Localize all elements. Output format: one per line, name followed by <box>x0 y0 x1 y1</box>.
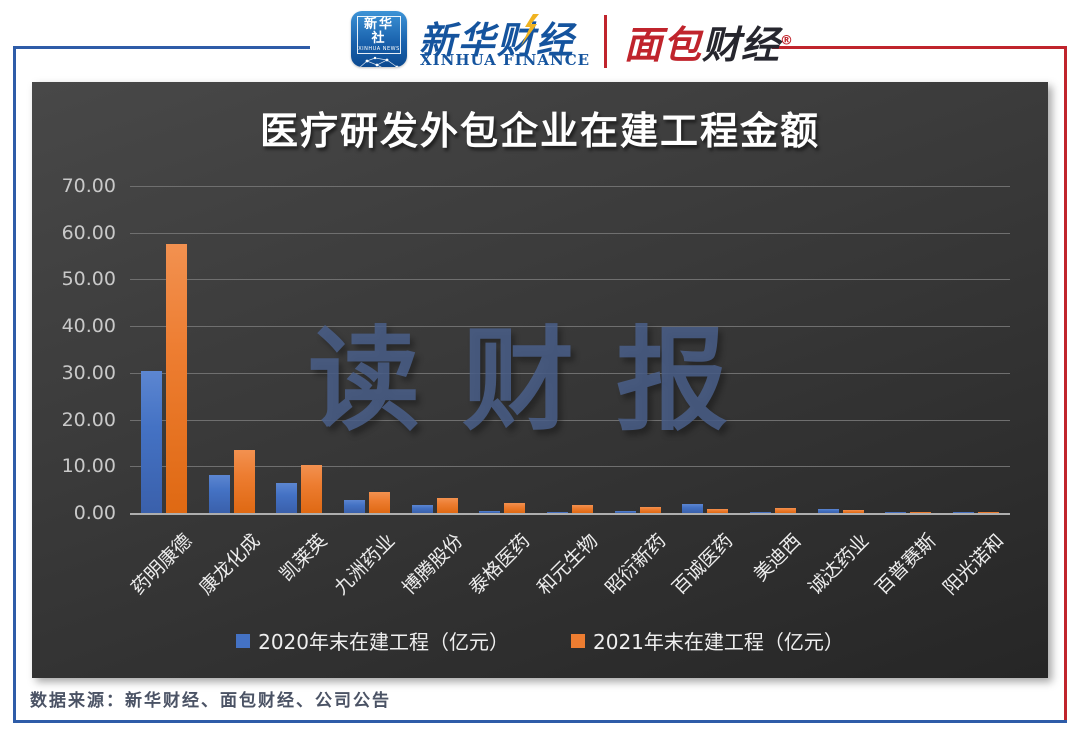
y-tick-label: 60.00 <box>61 221 116 244</box>
gridline <box>130 419 1010 421</box>
data-source-note: 数据来源：新华财经、面包财经、公司公告 <box>30 691 391 711</box>
bar-2020 <box>953 512 974 513</box>
x-axis-label: 阳光诺和 <box>939 529 1009 600</box>
bar-2020 <box>276 483 297 513</box>
bar-2021 <box>978 512 999 513</box>
bar-2021 <box>572 505 593 513</box>
bar-2020 <box>547 512 568 513</box>
x-axis-label: 百普赛斯 <box>871 529 941 600</box>
x-axis-label: 和元生物 <box>533 529 603 600</box>
y-tick-label: 10.00 <box>61 455 116 478</box>
lightning-icon <box>521 14 539 46</box>
x-axis-label: 博腾股份 <box>397 529 468 600</box>
bar-2021 <box>640 507 661 513</box>
legend-swatch-icon <box>571 633 585 648</box>
gridline <box>130 466 1010 468</box>
bar-2020 <box>412 505 433 513</box>
bar-2020 <box>818 509 839 513</box>
legend-label: 2020年末在建工程（亿元） <box>258 630 509 654</box>
bar-2021 <box>437 498 458 513</box>
bar-2020 <box>682 504 703 513</box>
bar-2020 <box>479 511 500 513</box>
x-axis-label: 美迪西 <box>749 529 806 586</box>
gridline <box>130 232 1010 234</box>
bar-2020 <box>141 371 162 513</box>
bar-2021 <box>707 509 728 513</box>
gridline <box>130 186 1010 187</box>
xinhua-news-app-icon: 新华社 XINHUA NEWS <box>351 11 407 67</box>
mianbao-logo-red-part: 面包 <box>624 23 703 67</box>
xinhua-news-badge-title: 新华社 <box>363 17 394 46</box>
bar-2021 <box>301 465 322 513</box>
plot-area: 70.00 60.00 50.00 40.00 30.00 20.00 10.00 0.00 药… <box>62 175 1010 599</box>
frame-line-top-right <box>772 46 1067 49</box>
legend-swatch-icon <box>236 633 251 648</box>
xinhua-finance-logo-en: XINHUA FINANCE <box>420 51 591 69</box>
y-tick-label: 20.00 <box>61 408 116 431</box>
bar-2020 <box>615 511 636 513</box>
legend-item: 2020年末在建工程（亿元） <box>236 626 509 655</box>
mianbao-finance-logo: 面包财经® <box>624 14 794 69</box>
mianbao-logo-dark-part: 财经 <box>702 23 781 67</box>
x-axis-line <box>130 513 1010 515</box>
legend-label: 2021年末在建工程（亿元） <box>593 630 844 654</box>
x-axis-label: 药明康德 <box>126 529 197 600</box>
chart-title: 医疗研发外包企业在建工程金额 <box>259 109 820 153</box>
bar-2021 <box>910 512 931 513</box>
y-tick-label: 40.00 <box>61 315 116 338</box>
y-tick-label: 50.00 <box>61 268 116 291</box>
x-axis-label: 凯莱英 <box>275 529 332 586</box>
x-axis-label: 诚达药业 <box>803 529 874 600</box>
registered-trademark-icon: ® <box>780 33 795 49</box>
watermark-text: 读财报 <box>308 316 770 446</box>
xinhua-news-badge-frame: 新华社 XINHUA NEWS <box>357 16 401 54</box>
bar-2020 <box>344 500 365 513</box>
xinhua-finance-logo-cn: 新华财经 <box>419 19 575 62</box>
y-tick-label: 0.00 <box>73 502 116 524</box>
x-axis-label: 百诚医药 <box>668 529 738 600</box>
bar-2021 <box>843 510 864 513</box>
bar-2020 <box>750 512 771 513</box>
y-tick-label: 30.00 <box>61 361 116 384</box>
bar-2021 <box>775 508 796 513</box>
network-constellation-icon <box>358 56 399 67</box>
chart-legend: 2020年末在建工程（亿元） 2021年末在建工程（亿元） <box>32 626 1048 655</box>
frame-line-left <box>13 46 16 723</box>
frame-line-top-left <box>13 46 310 49</box>
frame-line-right <box>1064 46 1067 723</box>
bar-2020 <box>209 475 230 513</box>
bar-2020 <box>885 512 906 513</box>
bar-2021 <box>369 492 390 513</box>
frame-line-bottom <box>13 720 1067 723</box>
bar-2021 <box>504 503 525 513</box>
header-divider <box>604 15 607 68</box>
gridline <box>130 279 1010 281</box>
gridline <box>130 372 1010 374</box>
y-tick-label: 70.00 <box>61 175 116 197</box>
gridline <box>130 326 1010 328</box>
xinhua-news-badge-subtitle: XINHUA NEWS <box>358 46 400 52</box>
x-axis-label: 泰格医药 <box>465 529 535 600</box>
chart-panel: 医疗研发外包企业在建工程金额 读财报 70.00 60.00 50.00 40.00 3… <box>32 82 1048 678</box>
x-axis-label: 九洲药业 <box>330 529 400 600</box>
x-axis-label: 康龙化成 <box>194 529 264 600</box>
legend-item: 2021年末在建工程（亿元） <box>571 626 844 655</box>
x-axis-label: 昭衍新药 <box>600 529 671 600</box>
bar-2021 <box>166 244 187 513</box>
bar-2021 <box>234 450 255 513</box>
